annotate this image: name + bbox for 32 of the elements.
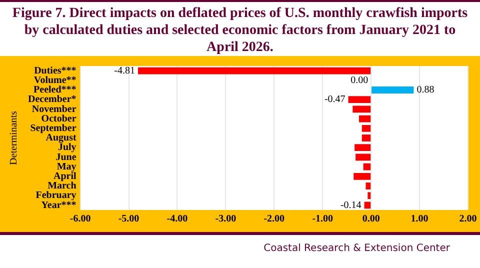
y-tick-label: August	[46, 132, 77, 144]
x-tick-label: -5.00	[118, 214, 140, 225]
x-tick-label: -6.00	[70, 214, 91, 225]
x-tick-label: 2.00	[459, 214, 477, 225]
data-label: 0.88	[416, 84, 434, 96]
x-tick-label: -3.00	[215, 214, 236, 225]
y-tick-label: November	[32, 104, 77, 115]
y-tick-label: Volume**	[34, 74, 76, 86]
y-tick-label: May	[56, 161, 76, 172]
x-tick-label: 0.00	[362, 214, 380, 225]
y-tick-label: September	[30, 122, 77, 134]
x-tick-label: -2.00	[264, 214, 285, 225]
x-tick-label: 1.00	[410, 214, 428, 225]
y-tick-label: October	[41, 113, 77, 124]
data-label: -4.81	[114, 65, 135, 76]
data-label: -0.47	[324, 94, 346, 106]
y-tick-label: April	[54, 170, 77, 182]
chart-title: Figure 7. Direct impacts on deflated prices of U.S. monthly crawfish imports by calculated duties and selected economic factors from January 2021 to April 2026.	[0, 0, 480, 56]
y-tick-label: June	[56, 152, 77, 163]
x-tick-label: -1.00	[312, 214, 334, 225]
y-tick-label: March	[48, 180, 77, 192]
data-label: -0.14	[340, 200, 362, 211]
y-tick-label: December*	[28, 94, 76, 106]
y-tick-label: Peeled***	[34, 84, 76, 96]
y-tick-label: Duties***	[34, 65, 76, 76]
y-axis-title: Determinants	[8, 110, 20, 165]
y-tick-label: February	[36, 190, 76, 202]
text: Coastal Research & Extension Center	[264, 243, 450, 254]
y-tick-label: July	[58, 142, 76, 154]
x-tick-label: -4.00	[166, 214, 188, 225]
data-label: 0.00	[350, 75, 368, 86]
y-tick-label: Year***	[41, 200, 76, 211]
